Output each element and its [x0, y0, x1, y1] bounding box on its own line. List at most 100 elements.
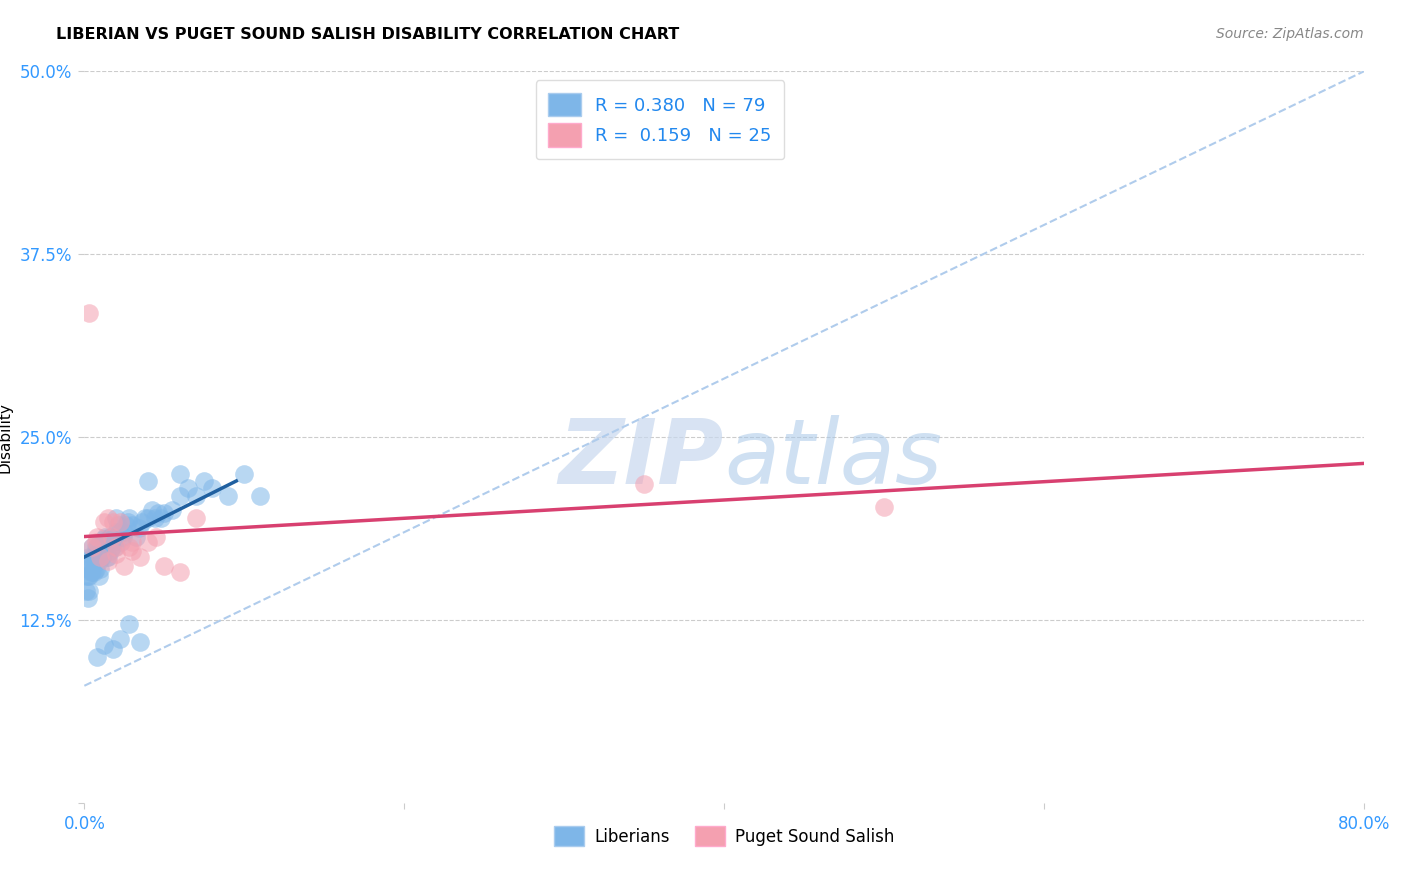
- Point: [112, 525, 135, 540]
- Point: [97, 533, 120, 547]
- Point: [75, 569, 97, 583]
- Point: [77, 549, 100, 564]
- Point: [89, 544, 111, 558]
- Point: [89, 562, 111, 576]
- Point: [84, 540, 107, 554]
- Point: [82, 540, 104, 554]
- Point: [96, 535, 118, 549]
- Point: [141, 503, 163, 517]
- Point: [97, 510, 120, 524]
- Point: [186, 489, 208, 503]
- Point: [89, 535, 111, 549]
- Point: [80, 554, 103, 568]
- Point: [121, 544, 143, 558]
- Point: [145, 530, 167, 544]
- Point: [83, 549, 105, 564]
- Point: [162, 503, 184, 517]
- Point: [201, 481, 224, 495]
- Point: [100, 540, 122, 554]
- Point: [111, 530, 134, 544]
- Point: [97, 549, 120, 564]
- Point: [138, 510, 160, 524]
- Point: [233, 467, 256, 481]
- Point: [86, 649, 108, 664]
- Point: [89, 549, 111, 564]
- Point: [93, 638, 115, 652]
- Point: [86, 530, 108, 544]
- Point: [91, 535, 114, 549]
- Point: [129, 635, 152, 649]
- Point: [93, 515, 115, 529]
- Text: LIBERIAN VS PUGET SOUND SALISH DISABILITY CORRELATION CHART: LIBERIAN VS PUGET SOUND SALISH DISABILIT…: [56, 27, 679, 42]
- Point: [82, 565, 104, 579]
- Y-axis label: Disability: Disability: [0, 401, 13, 473]
- Point: [98, 530, 121, 544]
- Point: [91, 549, 114, 564]
- Point: [96, 549, 118, 564]
- Point: [98, 544, 121, 558]
- Point: [93, 533, 115, 547]
- Point: [87, 554, 110, 568]
- Point: [121, 535, 143, 549]
- Point: [82, 540, 104, 554]
- Point: [77, 306, 100, 320]
- Point: [121, 517, 143, 532]
- Point: [100, 530, 122, 544]
- Point: [633, 476, 655, 491]
- Point: [108, 515, 131, 529]
- Point: [76, 591, 98, 605]
- Point: [84, 547, 107, 561]
- Point: [150, 510, 173, 524]
- Point: [93, 544, 115, 558]
- Point: [169, 467, 191, 481]
- Point: [82, 549, 104, 564]
- Point: [80, 565, 103, 579]
- Point: [105, 547, 128, 561]
- Point: [105, 540, 128, 554]
- Point: [86, 549, 108, 564]
- Point: [75, 554, 97, 568]
- Text: Source: ZipAtlas.com: Source: ZipAtlas.com: [1216, 27, 1364, 41]
- Point: [76, 569, 98, 583]
- Point: [83, 565, 105, 579]
- Point: [118, 510, 141, 524]
- Point: [77, 569, 100, 583]
- Point: [169, 489, 191, 503]
- Point: [138, 535, 160, 549]
- Point: [86, 540, 108, 554]
- Point: [76, 562, 98, 576]
- Point: [105, 525, 128, 540]
- Point: [117, 515, 139, 529]
- Point: [105, 510, 128, 524]
- Point: [118, 540, 141, 554]
- Point: [104, 540, 127, 554]
- Point: [129, 549, 152, 564]
- Point: [124, 530, 146, 544]
- Point: [101, 535, 124, 549]
- Point: [217, 489, 239, 503]
- Point: [94, 530, 117, 544]
- Point: [75, 583, 97, 598]
- Point: [97, 554, 120, 568]
- Point: [169, 565, 191, 579]
- Point: [115, 517, 138, 532]
- Point: [84, 535, 107, 549]
- Point: [153, 558, 176, 573]
- Point: [249, 489, 271, 503]
- Point: [873, 500, 896, 515]
- Legend: Liberians, Puget Sound Salish: Liberians, Puget Sound Salish: [547, 820, 901, 853]
- Point: [77, 583, 100, 598]
- Point: [108, 632, 131, 646]
- Point: [146, 506, 169, 520]
- Point: [101, 515, 124, 529]
- Point: [107, 517, 129, 532]
- Text: ZIP: ZIP: [558, 415, 724, 503]
- Point: [186, 510, 208, 524]
- Point: [84, 562, 107, 576]
- Point: [112, 558, 135, 573]
- Point: [138, 474, 160, 488]
- Point: [118, 617, 141, 632]
- Point: [94, 540, 117, 554]
- Point: [128, 521, 150, 535]
- Point: [143, 510, 166, 524]
